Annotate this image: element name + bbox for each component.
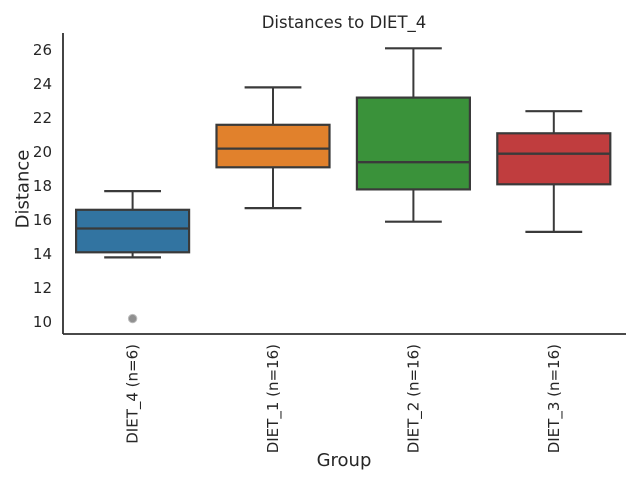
y-tick-label-14: 14 — [33, 245, 52, 263]
y-axis-label: Distance — [12, 149, 34, 229]
box-DIET_2 — [355, 96, 471, 191]
outlier-point-0-0 — [127, 313, 138, 324]
x-tick-label-2: DIET_2 (n=16) — [404, 344, 423, 453]
box-DIET_3 — [496, 132, 612, 186]
box-DIET_1 — [215, 123, 331, 169]
y-tick-label-24: 24 — [33, 75, 52, 93]
x-axis-label: Group — [316, 450, 372, 471]
x-tick-label-1: DIET_1 (n=16) — [264, 344, 283, 453]
y-tick-label-16: 16 — [33, 211, 52, 229]
y-tick-label-22: 22 — [33, 109, 52, 127]
y-tick-label-18: 18 — [33, 177, 52, 195]
y-tick-label-10: 10 — [33, 313, 52, 331]
y-tick-label-20: 20 — [33, 143, 52, 161]
y-tick-label-12: 12 — [33, 279, 52, 297]
chart-title: Distances to DIET_4 — [261, 13, 427, 32]
y-tick-label-26: 26 — [33, 41, 52, 59]
x-tick-label-0: DIET_4 (n=6) — [124, 344, 143, 444]
x-tick-label-3: DIET_3 (n=16) — [545, 344, 564, 453]
box-DIET_4 — [74, 208, 191, 254]
